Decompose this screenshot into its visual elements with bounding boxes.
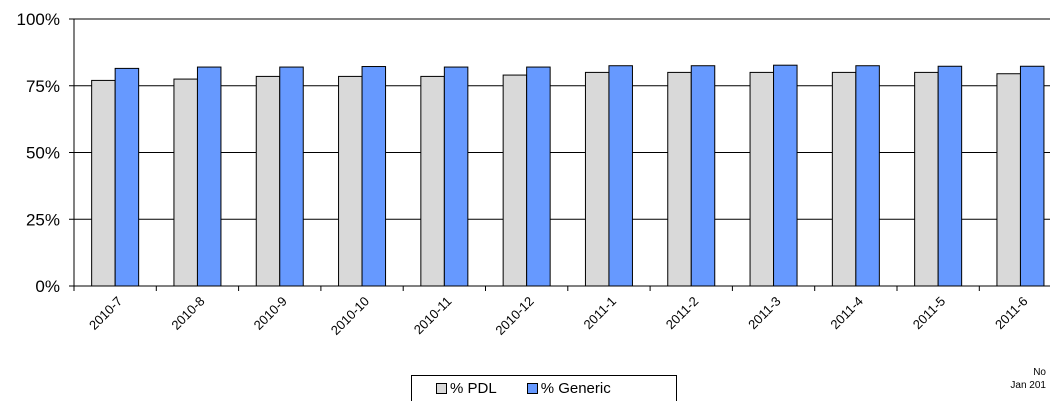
legend: % PDL % Generic: [411, 375, 677, 401]
x-tick-label: 2011-1: [581, 294, 620, 333]
bar-generic: [608, 65, 633, 287]
y-tick-label: 75%: [26, 77, 60, 96]
note-line-2: Jan 201: [1010, 380, 1046, 391]
legend-swatch-pdl: [436, 383, 447, 394]
x-tick-label: 2010-7: [86, 294, 125, 333]
x-tick-label: 2011-6: [992, 294, 1031, 333]
x-tick-label: 2010-8: [168, 294, 207, 333]
bar-pdl: [420, 75, 445, 287]
bar-generic: [279, 66, 304, 287]
bar-generic: [361, 66, 387, 287]
bar-generic: [773, 64, 798, 287]
gridlines: [74, 18, 1050, 220]
x-tick-label: 2010-10: [328, 294, 372, 338]
y-tick-label: 0%: [35, 277, 60, 296]
bar-generic: [196, 66, 222, 287]
y-tick-label: 25%: [26, 210, 60, 229]
legend-item-generic: % Generic: [526, 380, 611, 397]
bar-generic: [1019, 65, 1045, 287]
bar-pdl: [667, 71, 692, 287]
bar-pdl: [914, 71, 939, 287]
bar-pdl: [173, 78, 198, 287]
bar-pdl: [255, 75, 281, 287]
axes: [69, 18, 1050, 291]
bar-pdl: [584, 71, 610, 287]
legend-item-pdl: % PDL: [436, 380, 497, 397]
legend-label-generic: % Generic: [540, 380, 611, 397]
x-tick-labels: 2010-7 2010-8 2010-9 2010-10 2010-11 2010-12 2…: [86, 294, 1031, 338]
bar-pdl: [749, 71, 775, 287]
note-line-1: No: [1033, 367, 1046, 378]
x-tick-label: 2011-5: [910, 294, 949, 333]
x-tick-label: 2010-12: [492, 294, 536, 338]
bar-pdl: [502, 74, 528, 287]
legend-label-pdl: % PDL: [450, 380, 497, 397]
y-tick-labels: 0% 25% 50% 75% 100%: [17, 10, 60, 296]
bar-generic: [690, 65, 716, 287]
legend-swatch-generic: [526, 383, 538, 394]
y-tick-label: 50%: [26, 144, 60, 163]
x-tick-label: 2010-9: [251, 294, 290, 333]
bar-pdl: [338, 75, 363, 287]
bar-generic: [443, 66, 469, 287]
bar-pdl: [91, 79, 116, 287]
bar-generic: [937, 65, 963, 287]
bar-pdl: [996, 73, 1021, 287]
bar-generic: [526, 66, 551, 287]
bar-generic: [114, 67, 140, 287]
x-tick-label: 2011-4: [827, 294, 866, 333]
x-tick-label: 2011-3: [745, 294, 784, 333]
bar-pdl: [831, 71, 857, 287]
bars: [91, 64, 1045, 287]
x-tick-label: 2011-2: [663, 294, 702, 333]
x-tick-label: 2010-11: [411, 294, 455, 338]
y-tick-label: 100%: [17, 10, 60, 29]
bar-generic: [855, 65, 880, 287]
